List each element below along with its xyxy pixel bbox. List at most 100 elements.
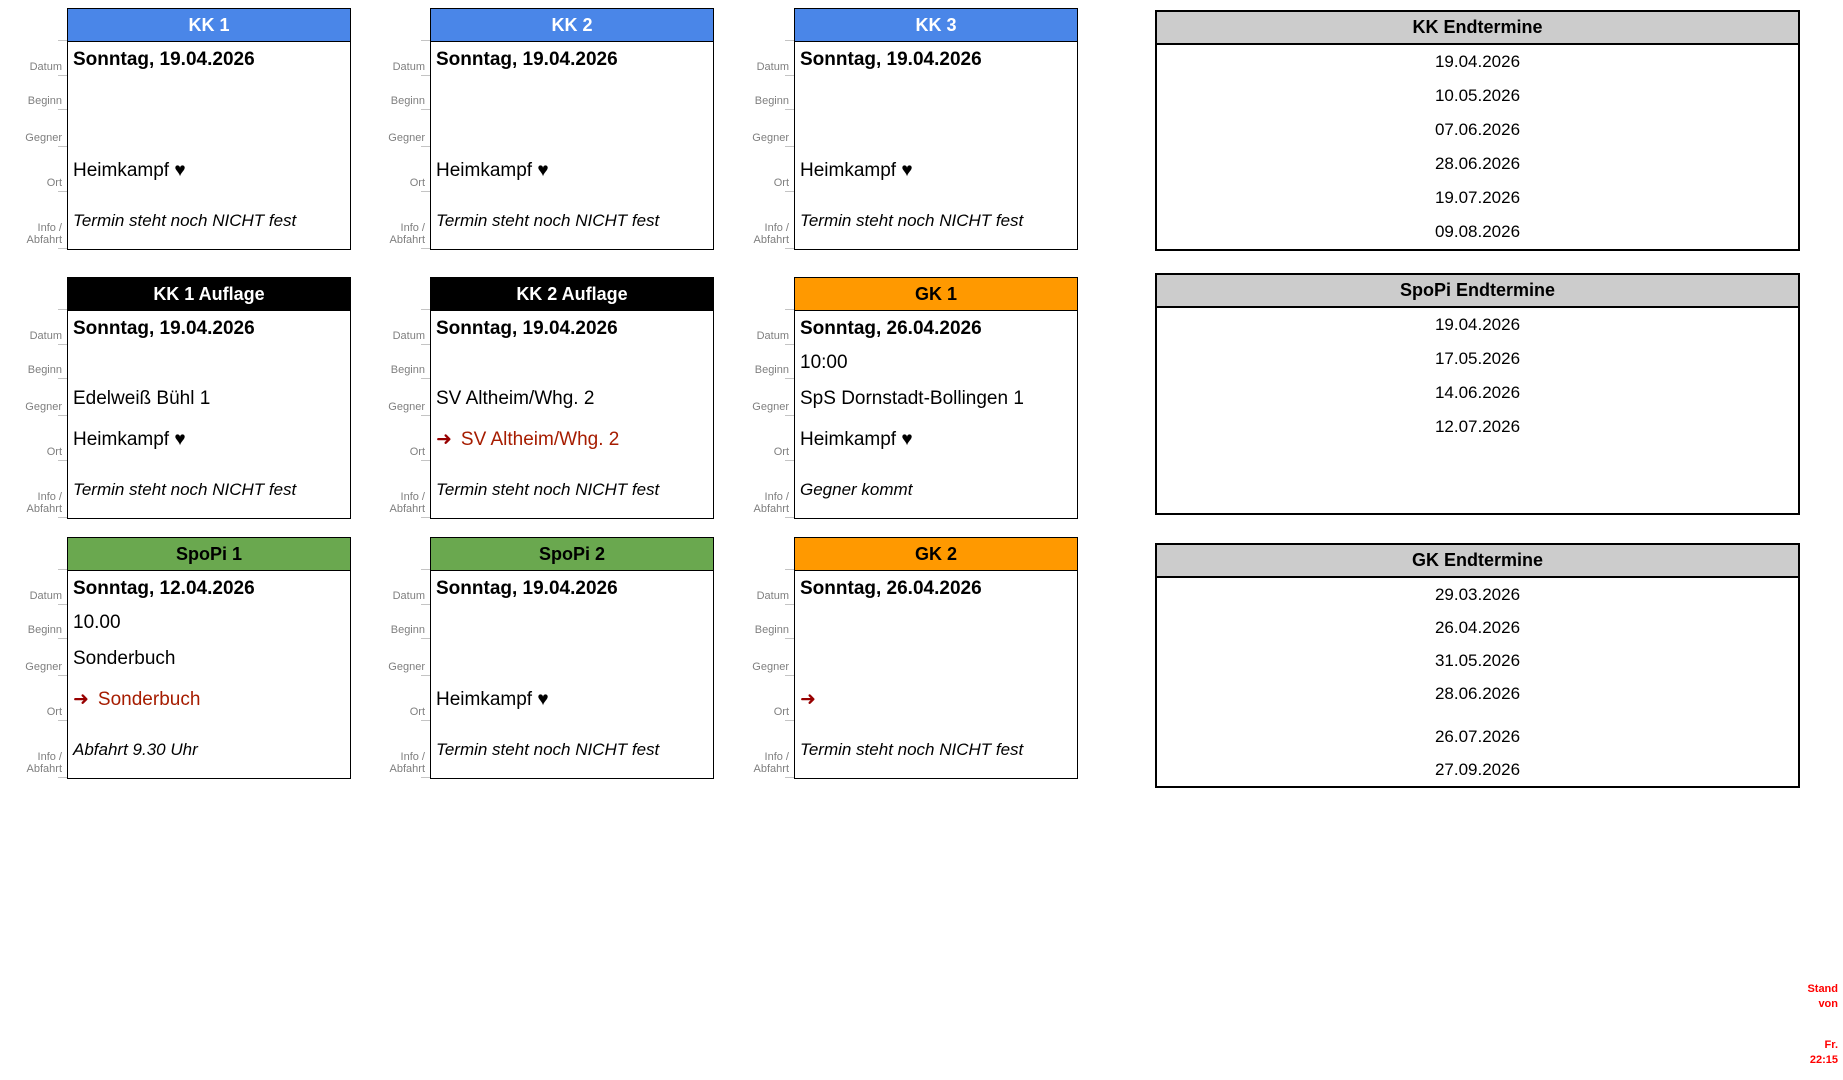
- row-label-gegner: Gegner: [388, 661, 425, 673]
- row-label-datum: Datum: [392, 590, 425, 602]
- endtermine-date: 29.03.2026: [1434, 585, 1521, 604]
- card-title: KK 3: [795, 9, 1077, 42]
- row-label-datum: Datum: [756, 330, 789, 342]
- gegner-value: [431, 640, 713, 677]
- row-label-gutter: Datum Beginn Gegner Ort Info / Abfahrt: [368, 277, 430, 519]
- row-label-gegner: Gegner: [388, 132, 425, 144]
- row-label-ort: Ort: [773, 177, 789, 189]
- beginn-value: [431, 346, 713, 380]
- datum-value: Sonntag, 19.04.2026: [73, 48, 255, 70]
- ort-value: Heimkampf ♥: [795, 148, 1077, 193]
- ort-text: Heimkampf ♥: [800, 428, 913, 450]
- row-label-beginn: Beginn: [390, 624, 425, 636]
- match-card-kk-2: Datum Beginn Gegner Ort Info / Abfahrt K…: [368, 8, 714, 250]
- ort-value: Heimkampf ♥: [795, 417, 1077, 462]
- endtermine-date: 19.04.2026: [1434, 315, 1521, 334]
- match-card-spopi-2: Datum Beginn Gegner Ort Info / Abfahrt S…: [368, 537, 714, 779]
- match-card: GK 2 Sonntag, 26.04.2026 ➜ Termin steht …: [794, 537, 1078, 779]
- row-label-gutter: Datum Beginn Gegner Ort Info / Abfahrt: [368, 537, 430, 779]
- beginn-value: [795, 77, 1077, 111]
- card-title: KK 1 Auflage: [68, 278, 350, 311]
- ort-value: Heimkampf ♥: [431, 148, 713, 193]
- row-label-ort: Ort: [409, 706, 425, 718]
- datum-value: Sonntag, 19.04.2026: [436, 317, 618, 339]
- row-label-info-abfahrt: Info / Abfahrt: [389, 491, 425, 515]
- gegner-value: [795, 111, 1077, 148]
- endtermine-date: 14.06.2026: [1434, 383, 1521, 402]
- card-title: KK 2 Auflage: [431, 278, 713, 311]
- gegner-value: [431, 111, 713, 148]
- row-label-gutter: Datum Beginn Gegner Ort Info / Abfahrt: [732, 277, 794, 519]
- info-value: Abfahrt 9.30 Uhr: [73, 740, 198, 759]
- beginn-value: [431, 606, 713, 640]
- ort-value: ➜: [795, 677, 1077, 722]
- endtermine-date: 07.06.2026: [1434, 120, 1521, 139]
- gk-endtermine-table: GK Endtermine 29.03.2026 26.04.2026 31.0…: [1155, 543, 1800, 788]
- row-label-ort: Ort: [773, 446, 789, 458]
- info-value: Termin steht noch NICHT fest: [800, 211, 1024, 230]
- datum-value: Sonntag, 19.04.2026: [800, 48, 982, 70]
- row-label-ort: Ort: [409, 177, 425, 189]
- row-label-datum: Datum: [29, 330, 62, 342]
- row-label-beginn: Beginn: [754, 364, 789, 376]
- endtermine-date: 19.04.2026: [1434, 52, 1521, 71]
- ort-text: Heimkampf ♥: [73, 159, 186, 181]
- card-title: GK 1: [795, 278, 1077, 311]
- gegner-value: SpS Dornstadt-Bollingen 1: [800, 387, 1024, 409]
- row-label-beginn: Beginn: [27, 624, 62, 636]
- match-card: KK 2 Sonntag, 19.04.2026 Heimkampf ♥ Ter…: [430, 8, 714, 250]
- row-label-gegner: Gegner: [752, 661, 789, 673]
- row-label-ort: Ort: [46, 177, 62, 189]
- match-card-kk-1: Datum Beginn Gegner Ort Info / Abfahrt K…: [5, 8, 351, 250]
- datum-value: Sonntag, 26.04.2026: [800, 577, 982, 599]
- row-label-info-abfahrt: Info / Abfahrt: [389, 751, 425, 775]
- info-value: Termin steht noch NICHT fest: [800, 740, 1024, 759]
- info-value: Termin steht noch NICHT fest: [73, 211, 297, 230]
- ort-text: SV Altheim/Whg. 2: [460, 428, 620, 450]
- ort-text: Sonderbuch: [97, 688, 201, 710]
- datum-value: Sonntag, 19.04.2026: [436, 577, 618, 599]
- row-label-gegner: Gegner: [25, 401, 62, 413]
- kk-endtermine-table: KK Endtermine 19.04.2026 10.05.2026 07.0…: [1155, 10, 1800, 251]
- row-label-gegner: Gegner: [25, 132, 62, 144]
- row-label-beginn: Beginn: [27, 364, 62, 376]
- match-card: SpoPi 1 Sonntag, 12.04.2026 10.00 Sonder…: [67, 537, 351, 779]
- row-label-info-abfahrt: Info / Abfahrt: [26, 222, 62, 246]
- card-title: SpoPi 2: [431, 538, 713, 571]
- row-label-info-abfahrt: Info / Abfahrt: [26, 491, 62, 515]
- gegner-value: [68, 111, 350, 148]
- card-title: KK 1: [68, 9, 350, 42]
- match-card: KK 2 Auflage Sonntag, 19.04.2026 SV Alth…: [430, 277, 714, 519]
- row-label-gegner: Gegner: [388, 401, 425, 413]
- ort-value: ➜ Sonderbuch: [68, 677, 350, 722]
- match-card: GK 1 Sonntag, 26.04.2026 10:00 SpS Dorns…: [794, 277, 1078, 519]
- card-title: GK 2: [795, 538, 1077, 571]
- endtermine-date: 10.05.2026: [1434, 86, 1521, 105]
- card-title: KK 2: [431, 9, 713, 42]
- row-label-gegner: Gegner: [25, 661, 62, 673]
- row-label-beginn: Beginn: [754, 624, 789, 636]
- row-label-ort: Ort: [46, 446, 62, 458]
- beginn-value: [68, 77, 350, 111]
- endtermine-date: 28.06.2026: [1434, 684, 1521, 703]
- endtermine-date: 17.05.2026: [1434, 349, 1521, 368]
- row-label-info-abfahrt: Info / Abfahrt: [389, 222, 425, 246]
- row-label-datum: Datum: [392, 61, 425, 73]
- stand-value: Fr. 22:15: [1809, 1039, 1838, 1066]
- stand-note: Stand von Fr. 22:15: [1745, 982, 1838, 1068]
- away-arrow-icon: ➜: [800, 689, 816, 710]
- match-card: KK 1 Sonntag, 19.04.2026 Heimkampf ♥ Ter…: [67, 8, 351, 250]
- row-label-beginn: Beginn: [390, 364, 425, 376]
- beginn-value: [795, 606, 1077, 640]
- table-title: SpoPi Endtermine: [1157, 275, 1798, 308]
- match-card: KK 1 Auflage Sonntag, 19.04.2026 Edelwei…: [67, 277, 351, 519]
- ort-text: Heimkampf ♥: [436, 688, 549, 710]
- row-label-gegner: Gegner: [752, 401, 789, 413]
- match-card-kk-3: Datum Beginn Gegner Ort Info / Abfahrt K…: [732, 8, 1078, 250]
- row-label-gutter: Datum Beginn Gegner Ort Info / Abfahrt: [732, 8, 794, 250]
- endtermine-date: 12.07.2026: [1434, 417, 1521, 436]
- table-title: KK Endtermine: [1157, 12, 1798, 45]
- row-label-ort: Ort: [773, 706, 789, 718]
- datum-value: Sonntag, 19.04.2026: [73, 317, 255, 339]
